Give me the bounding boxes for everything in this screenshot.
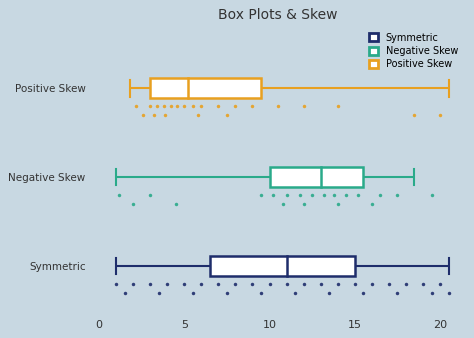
Bar: [210, 256, 355, 276]
Bar: [270, 167, 364, 187]
Title: Box Plots & Skew: Box Plots & Skew: [219, 8, 338, 22]
Bar: [150, 78, 261, 98]
Legend: Symmetric, Negative Skew, Positive Skew: Symmetric, Negative Skew, Positive Skew: [366, 30, 461, 72]
